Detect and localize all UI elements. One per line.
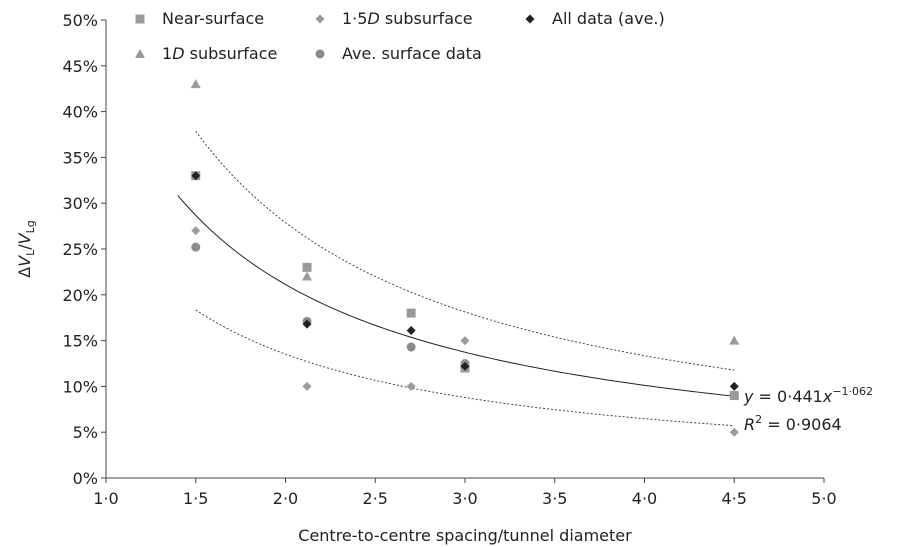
x-tick-label: 3·5 xyxy=(542,489,567,508)
data-point xyxy=(460,336,470,346)
x-tick-label: 5·0 xyxy=(811,489,836,508)
data-point xyxy=(302,262,312,272)
r-squared: R2 = 0·9064 xyxy=(744,413,842,434)
legend-marker xyxy=(135,14,145,24)
data-point xyxy=(302,319,312,329)
x-tick-label: 3·0 xyxy=(452,489,477,508)
data-point xyxy=(729,381,739,391)
data-point xyxy=(406,308,416,318)
x-tick-label: 4·0 xyxy=(632,489,657,508)
legend-marker xyxy=(315,49,325,59)
y-tick-label: 25% xyxy=(62,240,98,259)
fit-equation: y = 0·441x−1·062 xyxy=(743,385,873,406)
y-axis-title: ΔVL/VLg xyxy=(15,220,37,278)
data-point xyxy=(190,79,201,89)
data-point xyxy=(406,381,416,391)
data-point xyxy=(191,171,201,181)
legend-label: 1·5D subsurface xyxy=(342,9,473,28)
data-point xyxy=(406,342,416,352)
data-point xyxy=(729,427,739,437)
y-tick-label: 5% xyxy=(73,423,98,442)
legend-label: All data (ave.) xyxy=(552,9,665,28)
y-tick-label: 40% xyxy=(62,103,98,122)
data-point xyxy=(191,242,201,252)
upper-bound-curve xyxy=(195,131,735,371)
y-tick-label: 30% xyxy=(62,194,98,213)
fit-curve xyxy=(177,195,735,397)
y-tick-label: 35% xyxy=(62,148,98,167)
y-tick-label: 50% xyxy=(62,11,98,30)
x-axis-title: Centre-to-centre spacing/tunnel diameter xyxy=(298,526,632,545)
legend-label: Near-surface xyxy=(162,9,264,28)
x-tick-label: 2·0 xyxy=(273,489,298,508)
data-point xyxy=(729,335,740,345)
data-point xyxy=(302,381,312,391)
data-point xyxy=(191,226,201,236)
data-point xyxy=(302,271,313,281)
x-tick-label: 1·0 xyxy=(93,489,118,508)
y-tick-label: 15% xyxy=(62,332,98,351)
lower-bound-curve xyxy=(195,309,735,427)
x-tick-label: 4·5 xyxy=(722,489,747,508)
legend-marker xyxy=(525,14,535,24)
legend-label: Ave. surface data xyxy=(342,44,482,63)
data-point xyxy=(460,361,470,371)
x-tick-label: 1·5 xyxy=(183,489,208,508)
x-tick-label: 2·5 xyxy=(363,489,388,508)
y-tick-label: 45% xyxy=(62,57,98,76)
data-point xyxy=(406,326,416,336)
y-tick-label: 0% xyxy=(73,469,98,488)
legend-marker xyxy=(315,14,325,24)
y-tick-label: 10% xyxy=(62,377,98,396)
legend-marker xyxy=(135,49,145,58)
data-point xyxy=(729,391,739,401)
y-tick-label: 20% xyxy=(62,286,98,305)
legend-label: 1D subsurface xyxy=(162,44,277,63)
